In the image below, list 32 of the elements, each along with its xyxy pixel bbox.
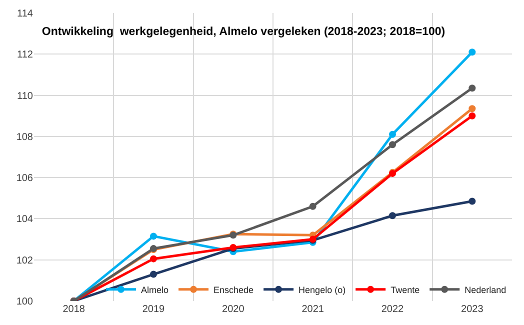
point bbox=[150, 270, 157, 278]
y-tick-label: 102 bbox=[16, 255, 34, 266]
point bbox=[150, 255, 157, 262]
y-tick-label: 104 bbox=[16, 214, 34, 226]
y-tick-label: 110 bbox=[17, 90, 34, 102]
legend-label: Twente bbox=[390, 284, 420, 295]
legend-label: Hengelo (o) bbox=[298, 284, 346, 295]
x-tick-label: 2019 bbox=[142, 304, 166, 315]
point bbox=[468, 112, 476, 120]
y-tick-label: 100 bbox=[16, 296, 34, 308]
point bbox=[468, 105, 476, 112]
legend-label: Enschede bbox=[214, 284, 254, 295]
point bbox=[389, 130, 396, 138]
legend-label: Almelo bbox=[141, 284, 169, 295]
x-tick-label: 2022 bbox=[381, 304, 404, 315]
x-tick-label: 2023 bbox=[461, 304, 484, 315]
point bbox=[389, 212, 396, 220]
y-tick-label: 112 bbox=[17, 50, 34, 61]
point bbox=[468, 84, 476, 92]
y-tick-label: 106 bbox=[16, 173, 34, 184]
x-tick-label: 2018 bbox=[62, 304, 86, 315]
point bbox=[389, 141, 396, 148]
legend-label: Nederland bbox=[464, 284, 506, 295]
point bbox=[468, 198, 476, 205]
y-tick-label: 114 bbox=[17, 8, 34, 20]
text: Ontwikkeling werkgelegenheid, Almelo vergeleken (2018-2023; 2018=100) bbox=[42, 26, 446, 38]
point bbox=[468, 48, 476, 56]
point bbox=[309, 202, 316, 210]
x-tick-label: 2020 bbox=[222, 304, 245, 315]
point bbox=[150, 232, 157, 240]
x-tick-label: 2021 bbox=[302, 304, 324, 315]
y-tick-label: 108 bbox=[16, 132, 34, 143]
